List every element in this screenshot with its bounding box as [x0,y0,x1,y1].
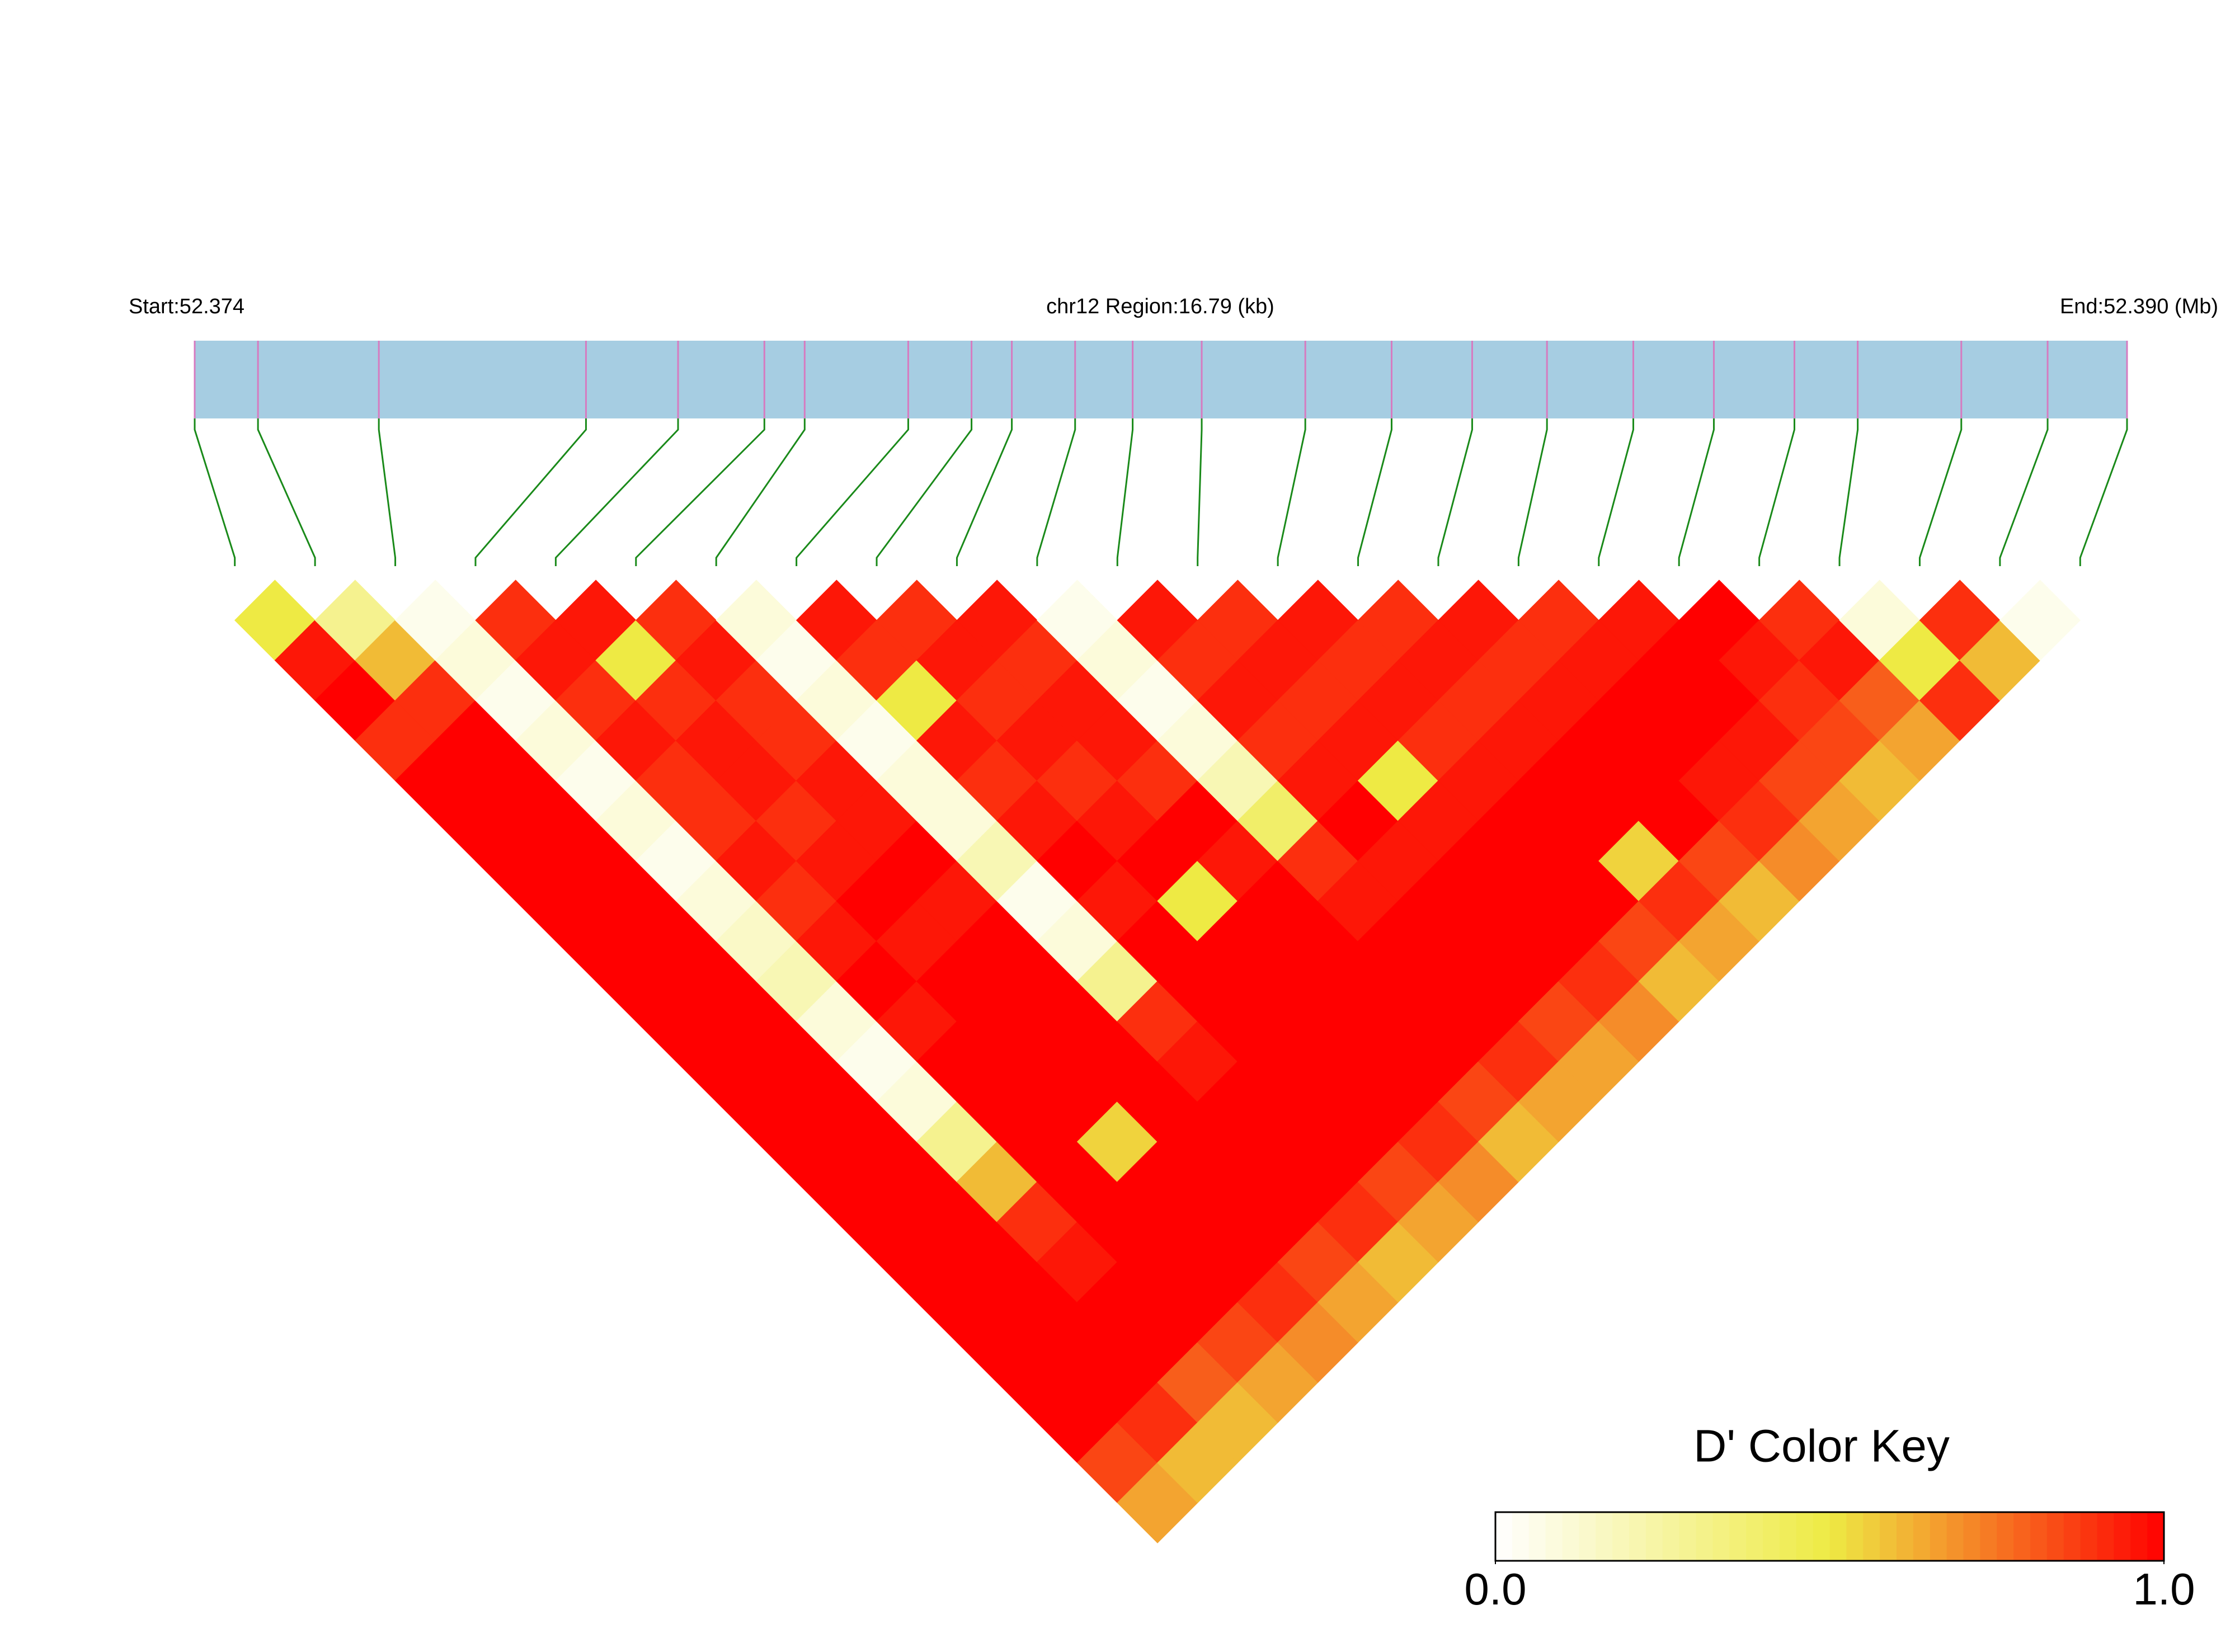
snp-connector [2079,418,2128,566]
snp-connector [715,418,806,566]
color-key-step [1679,1512,1697,1561]
color-key-tick-label: 0.0 [1464,1564,1526,1614]
snp-connector [1437,418,1473,566]
color-key-step [1779,1512,1797,1561]
color-key-step [2013,1512,2031,1561]
color-key-step [1662,1512,1680,1561]
color-key-step [2030,1512,2048,1561]
color-key-step [1813,1512,1831,1561]
color-key-step [1913,1512,1931,1561]
snp-connector [635,418,765,566]
color-key-step [1980,1512,1998,1561]
color-key-step [1512,1512,1530,1561]
color-key-step [2147,1512,2165,1561]
snp-connector [1678,418,1715,566]
color-key-step [1645,1512,1663,1561]
color-key-step [2046,1512,2064,1561]
color-key-step [1495,1512,1513,1561]
snp-connector [1999,418,2049,566]
color-key-tick-label: 1.0 [2133,1564,2195,1614]
snp-connector [1036,418,1076,566]
snp-connector [1838,418,1859,566]
ld-cell [1999,580,2081,661]
snp-connector [956,418,1013,566]
color-key-step [1763,1512,1780,1561]
snp-connector [194,418,236,566]
color-key-step [2080,1512,2098,1561]
color-key-step [2130,1512,2148,1561]
snp-connector [1758,418,1795,566]
snp-connector [876,418,973,566]
snp-connector [1598,418,1634,566]
snp-connector [1116,418,1134,566]
color-key-step [1846,1512,1864,1561]
snp-connector [1357,418,1392,566]
color-key-step [1829,1512,1847,1561]
color-key-step [1562,1512,1580,1561]
color-key-step [1579,1512,1597,1561]
snp-connector [1197,418,1203,566]
color-key-step [1629,1512,1646,1561]
region-bar [195,341,2127,418]
snp-connector [796,418,909,566]
start-label: Start:52.374 [129,295,244,318]
color-key-step [1796,1512,1814,1561]
end-label: End:52.390 (Mb) [2060,295,2218,318]
snp-connector [1517,418,1548,566]
snp-connector [1277,418,1306,566]
color-key-step [1863,1512,1881,1561]
color-key-step [1897,1512,1914,1561]
color-key-step [1612,1512,1630,1561]
color-key-step [1696,1512,1714,1561]
snp-connector [378,418,397,566]
region-label: chr12 Region:16.79 (kb) [1046,295,1274,318]
snp-connector [474,418,587,566]
color-key-step [1545,1512,1563,1561]
color-key-step [1930,1512,1947,1561]
color-key-step [1712,1512,1730,1561]
color-key-step [1997,1512,2015,1561]
color-key-step [1596,1512,1613,1561]
color-key-frame [1494,1511,2165,1562]
color-key-step [1729,1512,1747,1561]
snp-connector [554,418,679,566]
color-key-step [1528,1512,1546,1561]
snp-connector [1918,418,1963,566]
color-key-step [2063,1512,2081,1561]
color-key-step [1880,1512,1897,1561]
snp-connector [257,418,316,566]
color-key-title: D' Color Key [1693,1421,1950,1472]
color-key-step [1746,1512,1763,1561]
color-key-step [2097,1512,2115,1561]
color-key-step [1946,1512,1964,1561]
color-key-step [1963,1512,1981,1561]
color-key-step [2114,1512,2132,1561]
